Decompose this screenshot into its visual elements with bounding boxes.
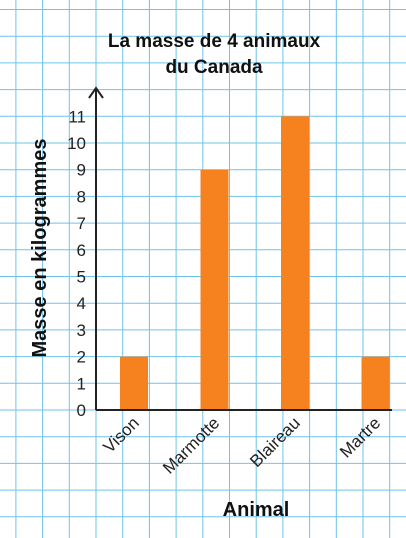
x-category-labels: Vison Marmotte Blaireau Martre <box>100 413 385 477</box>
bars-group <box>120 116 390 411</box>
y-tick-label: 1 <box>77 374 86 393</box>
x-category-label: Blaireau <box>246 413 304 471</box>
y-axis-title: Masse en kilogrammes <box>29 139 51 358</box>
y-tick-label: 3 <box>77 321 86 340</box>
x-category-label: Marmotte <box>159 413 223 477</box>
y-tick-label: 2 <box>77 348 86 367</box>
y-tick-label: 0 <box>77 401 86 420</box>
bar-marmotte <box>200 169 229 410</box>
y-tick-label: 10 <box>67 134 86 153</box>
y-tick-label: 6 <box>77 241 86 260</box>
x-axis-title: Animal <box>223 499 290 521</box>
y-tick-label: 8 <box>77 187 86 206</box>
y-tick-label: 5 <box>77 268 86 287</box>
y-tick-label: 4 <box>77 294 86 313</box>
x-category-label: Martre <box>336 413 384 461</box>
y-tick-labels: 0 1 2 3 4 5 6 7 8 9 10 11 <box>67 107 86 420</box>
bar-blaireau <box>281 116 309 411</box>
bar-martre <box>361 356 390 410</box>
chart-title-line-1: La masse de 4 animaux <box>108 31 321 52</box>
bar-vison <box>120 356 148 410</box>
x-category-label: Vison <box>100 413 143 456</box>
y-axis-arrowhead <box>88 86 104 99</box>
chart-title-line-2: du Canada <box>165 57 263 78</box>
y-tick-label: 9 <box>77 161 86 180</box>
y-tick-label: 7 <box>77 214 86 233</box>
y-tick-label: 11 <box>68 107 86 126</box>
